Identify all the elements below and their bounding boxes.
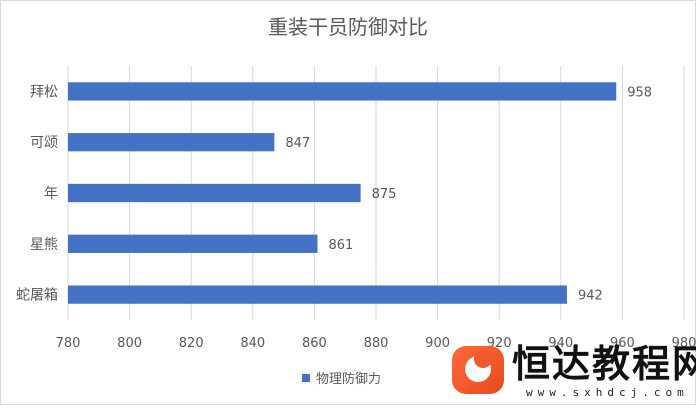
category-label: 星熊 bbox=[30, 237, 58, 253]
bars bbox=[68, 82, 617, 304]
category-label: 拜松 bbox=[30, 84, 58, 100]
watermark-text: 恒达教程网 bbox=[512, 342, 696, 386]
x-tick-label: 780 bbox=[56, 336, 81, 351]
bar bbox=[68, 183, 361, 203]
x-tick-label: 880 bbox=[364, 336, 389, 351]
bar bbox=[68, 82, 617, 101]
category-label: 可颂 bbox=[30, 135, 58, 151]
category-label: 蛇屠箱 bbox=[16, 288, 58, 304]
x-tick-label: 960 bbox=[610, 336, 635, 351]
bar bbox=[68, 234, 318, 253]
data-labels: 958 847 875 861 942 bbox=[285, 85, 652, 303]
bar bbox=[68, 285, 567, 304]
data-label: 847 bbox=[285, 136, 310, 151]
legend-swatch bbox=[302, 374, 310, 382]
data-label: 875 bbox=[372, 187, 397, 202]
x-tick-label: 860 bbox=[302, 336, 327, 351]
watermark-url: www.sxhdcj.com bbox=[526, 386, 689, 399]
data-label: 861 bbox=[328, 238, 353, 253]
x-tick-label: 840 bbox=[240, 336, 265, 351]
data-label: 958 bbox=[627, 85, 652, 100]
x-tick-label: 800 bbox=[117, 336, 142, 351]
gridlines bbox=[67, 66, 685, 320]
x-tick-label: 820 bbox=[179, 336, 204, 351]
bar bbox=[68, 133, 275, 152]
legend-label: 物理防御力 bbox=[316, 371, 381, 387]
category-label: 年 bbox=[44, 186, 58, 202]
x-tick-label: 940 bbox=[548, 336, 573, 351]
data-label: 942 bbox=[578, 289, 603, 304]
whale-tail-icon bbox=[452, 346, 504, 394]
x-tick-label: 900 bbox=[425, 336, 450, 351]
chart-title: 重装干员防御对比 bbox=[268, 15, 428, 39]
x-tick-label: 980 bbox=[672, 336, 696, 351]
legend: 物理防御力 bbox=[302, 371, 381, 387]
watermark: 恒达教程网 www.sxhdcj.com bbox=[446, 340, 696, 402]
